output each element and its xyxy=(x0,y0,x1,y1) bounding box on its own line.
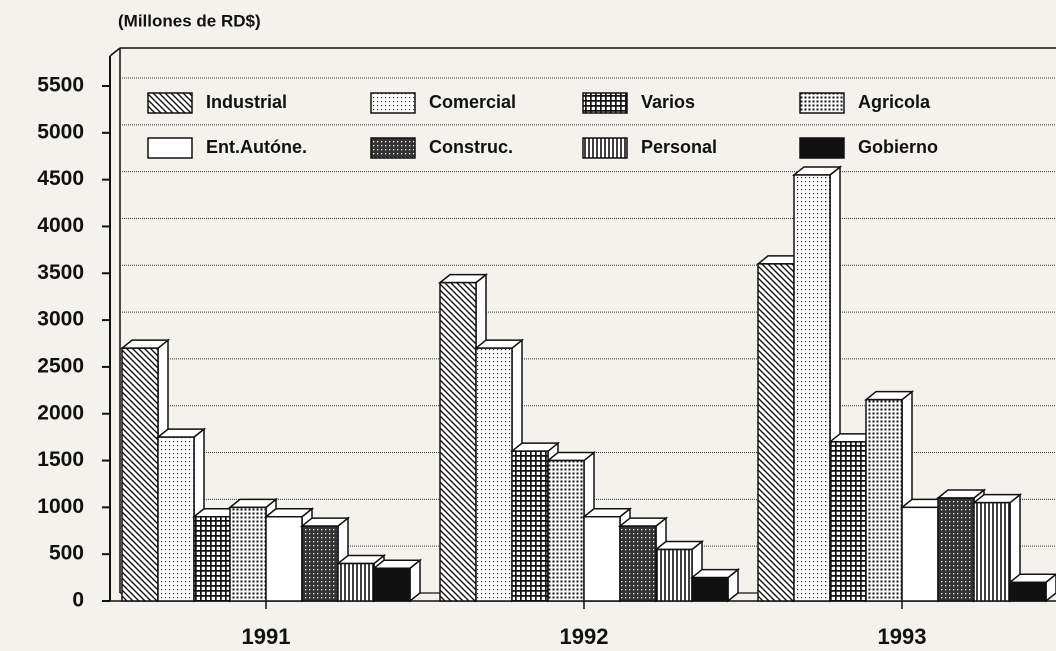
bar xyxy=(937,497,975,602)
y-tick-label: 500 xyxy=(49,542,84,565)
bar xyxy=(973,501,1011,602)
legend-label: Personal xyxy=(641,137,717,157)
legend-label: Comercial xyxy=(429,92,516,112)
x-tick-label: 1993 xyxy=(878,624,927,649)
legend-swatch xyxy=(582,137,628,159)
bar xyxy=(793,174,831,602)
bar xyxy=(583,515,621,602)
bar xyxy=(829,441,867,602)
bar xyxy=(655,548,693,602)
bar xyxy=(757,263,795,602)
bar xyxy=(373,567,411,602)
bar xyxy=(157,436,195,602)
legend-label: Ent.Autóne. xyxy=(206,137,307,157)
legend-swatch xyxy=(799,92,845,114)
bar xyxy=(475,347,513,602)
y-tick-label: 2500 xyxy=(37,354,84,377)
x-tick-label: 1992 xyxy=(560,624,609,649)
legend-swatch xyxy=(370,92,416,114)
bar xyxy=(865,398,903,602)
legend-swatch xyxy=(370,137,416,159)
legend-label: Gobierno xyxy=(858,137,938,157)
y-tick-label: 5500 xyxy=(37,74,84,97)
bar xyxy=(121,347,159,602)
legend-swatch xyxy=(582,92,628,114)
y-tick-label: 0 xyxy=(72,589,84,612)
legend-swatch xyxy=(799,137,845,159)
bar xyxy=(691,576,729,602)
legend-swatch xyxy=(147,92,193,114)
x-tick-label: 1991 xyxy=(242,624,291,649)
bar xyxy=(439,281,477,602)
y-tick-label: 1500 xyxy=(37,448,84,471)
y-tick-label: 3000 xyxy=(37,308,84,331)
legend-label: Construc. xyxy=(429,137,513,157)
bar xyxy=(301,525,339,602)
y-tick-label: 4500 xyxy=(37,167,84,190)
bar xyxy=(901,506,939,602)
legend-label: Varios xyxy=(641,92,695,112)
bar xyxy=(547,459,585,602)
bar xyxy=(1009,581,1047,602)
bar xyxy=(511,450,549,602)
legend-label: Agricola xyxy=(858,92,931,112)
chart-title: (Millones de RD$) xyxy=(118,11,261,30)
bar xyxy=(193,515,231,602)
bar xyxy=(337,562,375,602)
side-top xyxy=(109,47,121,57)
y-tick-label: 3500 xyxy=(37,261,84,284)
bar xyxy=(229,506,267,602)
bar xyxy=(265,515,303,602)
y-tick-label: 1000 xyxy=(37,495,84,518)
y-tick-label: 2000 xyxy=(37,401,84,424)
legend-swatch xyxy=(147,137,193,159)
y-tick-label: 4000 xyxy=(37,214,84,237)
y-tick-label: 5000 xyxy=(37,120,84,143)
bar xyxy=(619,525,657,602)
legend-label: Industrial xyxy=(206,92,287,112)
